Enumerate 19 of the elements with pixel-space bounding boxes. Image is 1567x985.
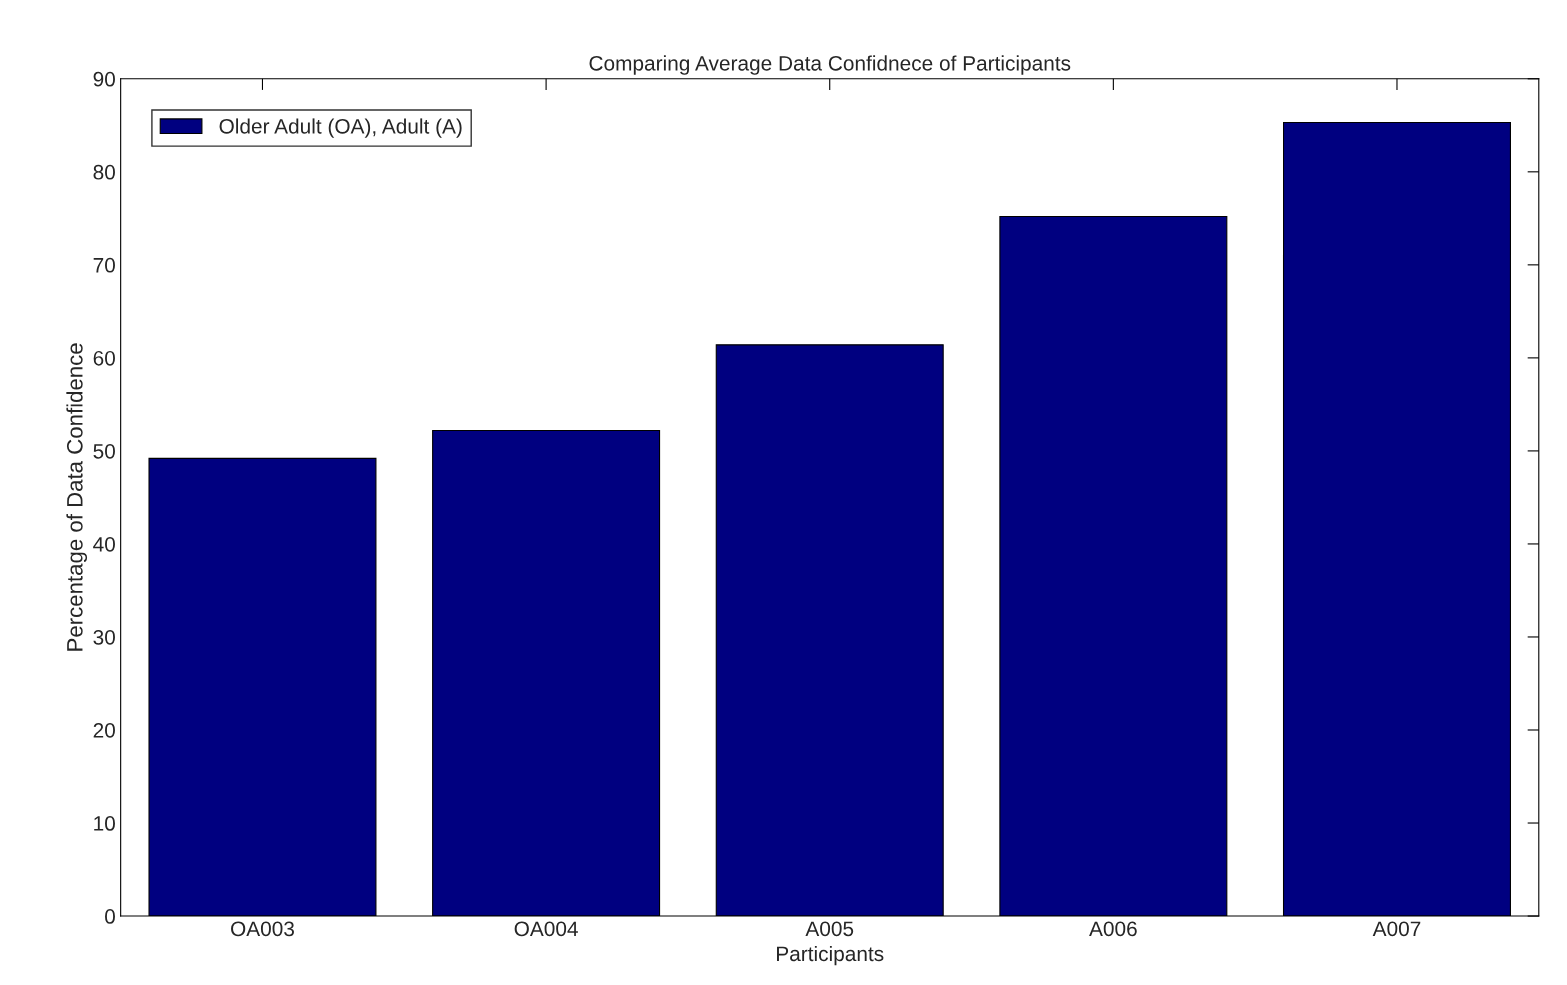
chart-title: Comparing Average Data Confidnece of Participants	[589, 55, 1071, 75]
y-tick-label: 90	[93, 71, 115, 87]
x-tick-label: A006	[1089, 921, 1137, 937]
x-tick-label: OA004	[514, 921, 578, 937]
y-tick-label: 30	[93, 629, 115, 645]
y-axis-title: Percentage of Data Confidence	[66, 343, 88, 651]
x-axis-title: Participants	[777, 945, 884, 966]
y-tick-label: 0	[105, 909, 115, 924]
y-tick-label: 20	[93, 723, 115, 738]
y-tick-label: 70	[93, 257, 115, 273]
y-tick-label: 60	[93, 350, 115, 366]
x-tick-label: A007	[1372, 921, 1421, 937]
y-tick-label: 40	[93, 536, 115, 552]
x-tick-label: OA003	[231, 921, 294, 937]
x-tick-label: A005	[805, 921, 854, 937]
legend-label: Older Adult (OA), Adult (A)	[219, 118, 462, 138]
y-tick-label: 50	[93, 443, 115, 459]
y-tick-label: 80	[93, 164, 115, 180]
y-tick-label: 10	[94, 816, 115, 831]
